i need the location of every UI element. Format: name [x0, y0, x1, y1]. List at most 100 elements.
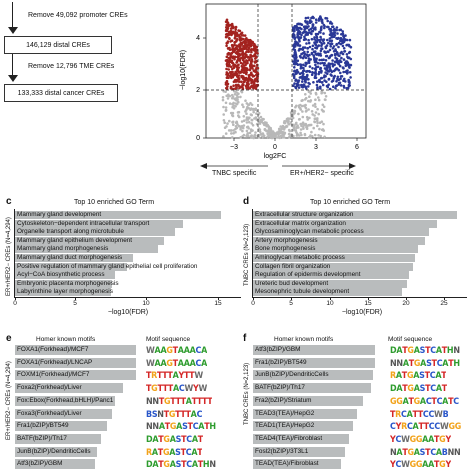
volcano-point — [304, 93, 307, 96]
motif-base: A — [176, 422, 183, 432]
volcano-point — [235, 78, 239, 82]
volcano-point — [321, 103, 325, 107]
motif-base: A — [201, 346, 207, 355]
x-tick-label: 0 — [251, 300, 255, 307]
panel-c-ylabel: ER+/HER2− CREs (N=4,294) — [6, 217, 12, 296]
go-term-label: Mammary gland epithelium development — [17, 236, 133, 244]
panel-d-title: Top 10 enriched GO Term — [310, 199, 391, 206]
volcano-point — [224, 109, 228, 112]
volcano-point — [334, 87, 337, 90]
motif-label: Atf3(bZIP)/GBM — [255, 346, 301, 353]
volcano-point — [236, 68, 240, 72]
go-term-label: Mammary gland development — [17, 211, 102, 218]
panel-d-xlabel: −log10(FDR) — [341, 309, 383, 316]
volcano-point — [316, 80, 319, 83]
volcano-point — [237, 115, 241, 119]
volcano-point — [228, 46, 231, 50]
motif-base: N — [390, 358, 397, 368]
x-tick-label: 5 — [73, 300, 77, 307]
volcano-point — [337, 41, 341, 45]
volcano-point — [320, 38, 323, 41]
motif-base: G — [166, 346, 173, 355]
volcano-point — [293, 61, 297, 64]
volcano-point — [241, 54, 245, 57]
volcano-point — [242, 71, 245, 74]
motif-base: A — [154, 358, 161, 368]
volcano-point — [259, 115, 263, 119]
volcano-point — [335, 26, 339, 29]
volcano-point — [314, 32, 318, 36]
motif-base: T — [162, 371, 168, 381]
go-term-label: Aminoglycan metabolic process — [255, 254, 345, 261]
volcano-point — [226, 76, 229, 79]
volcano-point — [246, 55, 249, 59]
volcano-point — [318, 70, 321, 74]
volcano-point — [326, 85, 330, 89]
volcano-point — [250, 65, 253, 68]
motif-base: T — [158, 460, 164, 470]
motif-label: Fra2(bZIP)/Striatum — [255, 396, 312, 404]
motif-base: T — [197, 447, 203, 457]
go-term-label: Extracellular structure organization — [255, 211, 354, 218]
volcano-point — [245, 121, 249, 124]
volcano-point — [324, 45, 327, 49]
motif-label: TEAD1(TEA)/HepG2 — [255, 422, 315, 430]
panel-c-plot-frame — [14, 209, 241, 298]
motif-base: A — [395, 371, 402, 381]
panel-d-plot-frame — [252, 209, 467, 298]
go-term-bar — [15, 254, 133, 262]
volcano-point — [300, 33, 303, 37]
go-term-label: Glycosaminoglycan metabolic process — [255, 228, 364, 236]
go-term-label: Labyrinthine layer morphogenesis — [17, 288, 113, 296]
volcano-point — [245, 62, 249, 65]
motif-base: A — [169, 447, 176, 457]
volcano-point — [250, 136, 253, 139]
volcano-point — [322, 122, 325, 126]
volcano-point — [348, 38, 352, 42]
volcano-point — [293, 109, 297, 113]
volcano-point — [345, 43, 348, 47]
motif-base: C — [186, 460, 192, 470]
volcano-point — [314, 21, 318, 24]
distal-cres-box: 146,129 distal CREs — [4, 36, 112, 54]
motif-base: T — [197, 434, 203, 444]
volcano-point — [231, 95, 235, 98]
volcano-point — [229, 23, 232, 27]
volcano-point — [308, 45, 312, 49]
motif-base: T — [408, 358, 414, 368]
motif-base: T — [433, 434, 440, 444]
motif-base: T — [146, 371, 152, 381]
volcano-point — [301, 31, 304, 35]
motif-base: A — [396, 447, 403, 457]
volcano-point — [332, 35, 336, 38]
motif-base: T — [180, 409, 186, 419]
volcano-point — [338, 64, 342, 68]
motif-base: T — [191, 396, 197, 406]
go-term-bar — [15, 262, 127, 271]
motif-label: Fox:Ebox(Forkhead,bHLH)/Panc1 — [17, 396, 114, 404]
motif-bar — [253, 421, 353, 432]
volcano-point — [336, 52, 339, 55]
motif-base: C — [401, 409, 407, 419]
volcano-point — [246, 38, 250, 42]
volcano-point — [311, 113, 314, 116]
volcano-point — [269, 129, 272, 132]
volcano-point — [333, 60, 337, 64]
motif-base: N — [396, 358, 403, 368]
volcano-point — [263, 128, 267, 132]
volcano-point — [329, 45, 332, 48]
motif-base: A — [435, 346, 442, 355]
volcano-point — [323, 50, 326, 53]
volcano-point — [317, 112, 320, 116]
volcano-point — [277, 135, 281, 138]
volcano-point — [247, 74, 251, 77]
motif-base: R — [401, 422, 407, 432]
volcano-point — [349, 45, 353, 49]
volcano-point — [225, 79, 229, 83]
volcano-point — [299, 36, 302, 40]
motif-base: T — [164, 422, 170, 432]
volcano-point — [252, 136, 255, 140]
volcano-point — [293, 26, 297, 29]
